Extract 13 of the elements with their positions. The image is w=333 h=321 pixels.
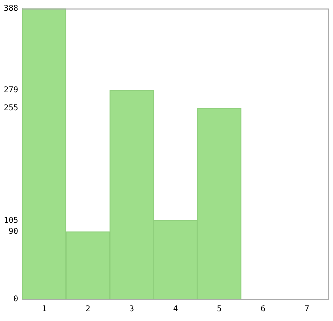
y-tick-label: 105	[4, 216, 19, 225]
x-tick-label: 3	[130, 304, 135, 314]
x-tick-label: 1	[42, 304, 47, 314]
y-tick-label: 255	[4, 103, 19, 112]
y-tick-label: 0	[14, 294, 19, 304]
x-tick-label: 5	[217, 304, 222, 314]
x-tick-label: 2	[86, 304, 91, 314]
y-tick-label: 279	[4, 86, 19, 95]
x-tick-label: 4	[173, 304, 178, 314]
x-tick-label: 6	[260, 304, 266, 314]
y-tick-label: 388	[4, 4, 19, 13]
y-tick-label: 90	[8, 227, 19, 236]
x-tick-label: 7	[304, 304, 310, 314]
